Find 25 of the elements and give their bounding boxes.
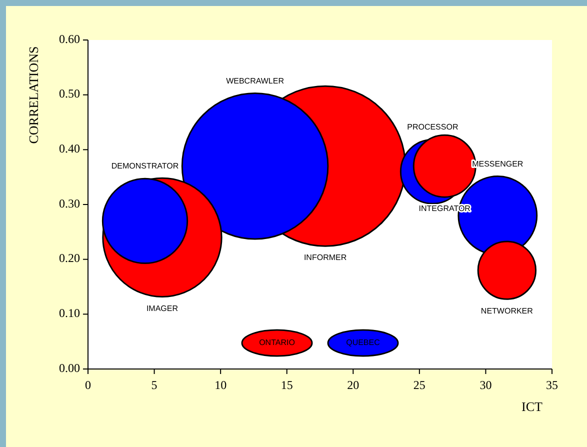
annotation: IMAGER	[146, 304, 178, 313]
x-tick-label: 25	[413, 378, 426, 392]
y-tick-label: 0.10	[59, 306, 80, 320]
annotation: WEBCRAWLER	[226, 76, 284, 86]
annotation: INFORMER	[304, 253, 347, 262]
x-tick-label: 0	[85, 378, 91, 392]
annotation: NETWORKER	[480, 306, 534, 316]
x-axis-title: ICT	[522, 399, 543, 414]
x-tick-label: 5	[151, 378, 158, 392]
text: QUEBEC	[346, 338, 380, 348]
y-axis-title: CORRELATIONS	[26, 46, 41, 144]
text: ONTARIO	[259, 338, 295, 348]
x-tick-label: 15	[280, 378, 293, 392]
y-tick-label: 0.30	[59, 196, 80, 210]
y-tick-label: 0.50	[59, 86, 80, 101]
y-tick-label: 0.60	[59, 32, 80, 46]
annotation: DEMONSTRATOR	[111, 162, 179, 171]
y-tick-label: 0.40	[59, 141, 80, 156]
x-tick-label: 35	[546, 378, 558, 392]
x-tick-label: 30	[480, 378, 492, 392]
x-tick-label: 20	[347, 378, 360, 392]
y-tick-label: 0.20	[59, 251, 80, 266]
annotation: PROCESSOR	[407, 122, 458, 132]
y-tick-label: 0.00	[59, 360, 80, 375]
x-tick-label: 10	[214, 378, 227, 392]
